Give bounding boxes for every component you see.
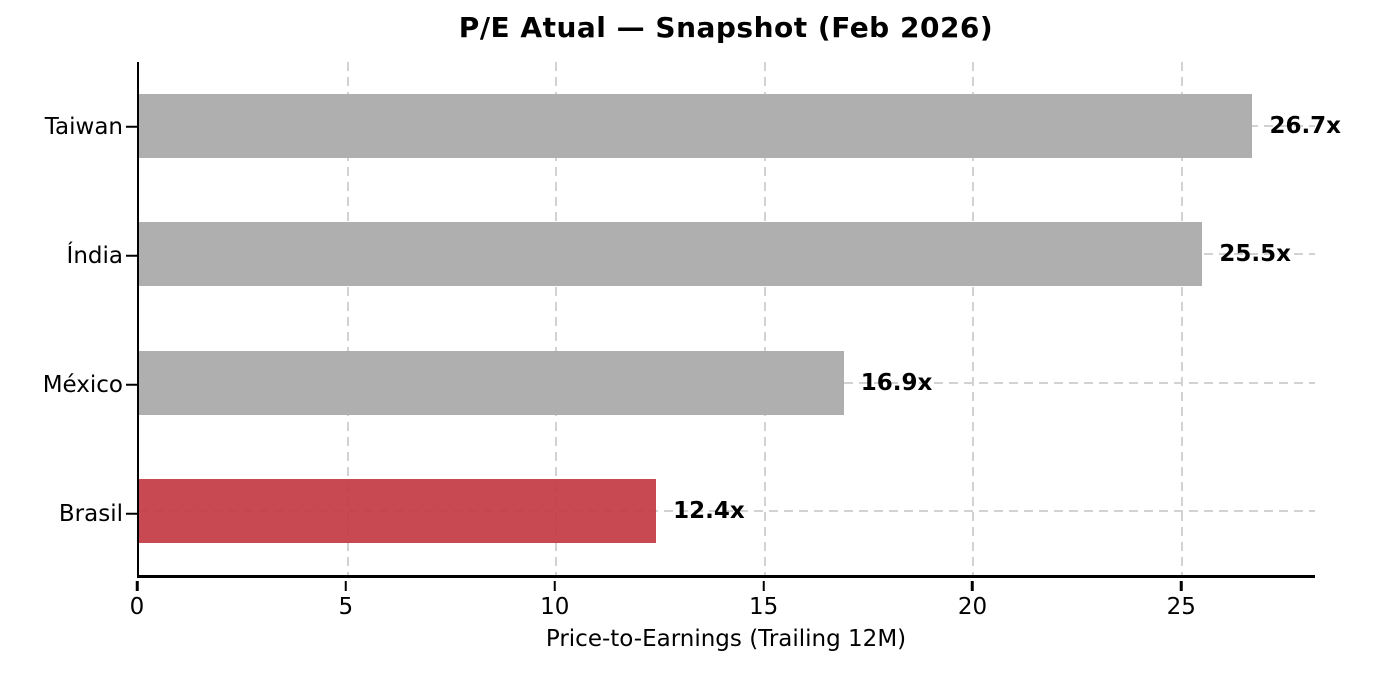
- x-tick-mark: [762, 581, 765, 591]
- x-tick-mark: [971, 581, 974, 591]
- x-tick-mark: [1180, 581, 1183, 591]
- plot-area: 26.7x 25.5x 16.9x 12.4x: [137, 62, 1341, 578]
- vertical-gridline: [763, 62, 766, 575]
- y-tick-mark: [126, 125, 137, 128]
- y-tick-mark: [126, 383, 137, 386]
- vertical-gridline: [555, 62, 558, 575]
- value-label: 26.7x: [1269, 113, 1342, 140]
- y-axis-row: Índia: [0, 191, 137, 320]
- bar-row-brasil: 12.4x: [139, 447, 1315, 575]
- value-label: 25.5x: [1219, 241, 1291, 268]
- x-tick-mark: [344, 581, 348, 591]
- y-tick-mark: [126, 512, 137, 515]
- x-axis-ticks: 0 5 10 15 20 25: [130, 581, 1315, 631]
- x-tick-label: 20: [957, 594, 988, 620]
- y-axis-labels: Taiwan Índia México Brasil: [0, 62, 137, 578]
- y-tick-label-india: Índia: [66, 242, 123, 269]
- y-tick-label-mexico: México: [42, 371, 123, 398]
- y-axis-row: Taiwan: [0, 62, 137, 191]
- x-tick-mark: [553, 581, 556, 591]
- value-label: 12.4x: [673, 497, 745, 524]
- horizontal-gridline: [139, 509, 1315, 512]
- x-tick-mark: [135, 581, 139, 591]
- chart-title: P/E Atual — Snapshot (Feb 2026): [458, 11, 994, 44]
- y-tick-mark: [126, 254, 137, 257]
- vertical-gridline: [1180, 62, 1183, 575]
- vertical-gridline: [346, 62, 349, 575]
- bar-row-mexico: 16.9x: [139, 319, 1315, 447]
- bar-mexico: [139, 350, 844, 415]
- bar-taiwan: [139, 94, 1253, 159]
- x-tick-label: 25: [1166, 594, 1196, 620]
- y-tick-label-taiwan: Taiwan: [44, 113, 123, 140]
- bar-row-india: 25.5x: [139, 190, 1315, 318]
- x-tick-label: 0: [129, 594, 145, 620]
- value-label: 16.9x: [860, 369, 933, 396]
- x-tick-label: 10: [540, 594, 570, 620]
- vertical-gridline: [972, 62, 975, 575]
- bar-india: [139, 222, 1203, 287]
- x-axis-label: Price-to-Earnings (Trailing 12M): [545, 626, 907, 652]
- bar-row-taiwan: 26.7x: [139, 62, 1341, 190]
- bar-brasil: [139, 478, 657, 543]
- y-axis-row: Brasil: [0, 449, 137, 578]
- y-axis-row: México: [0, 320, 137, 449]
- x-tick-label: 15: [748, 594, 779, 620]
- x-tick-label: 5: [338, 594, 354, 620]
- y-tick-label-brasil: Brasil: [58, 500, 123, 527]
